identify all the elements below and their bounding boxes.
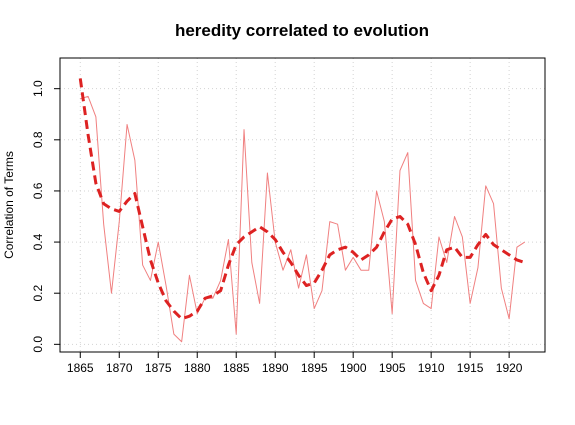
x-tick-label: 1880 xyxy=(184,361,211,375)
raw-series-line xyxy=(80,95,526,343)
x-axis: 1865 1870 1875 1880 1885 1890 1895 1900 1905 1910… xyxy=(67,351,523,375)
x-tick-label: 1920 xyxy=(496,361,523,375)
x-tick-label: 1905 xyxy=(379,361,406,375)
y-tick-label: 0.6 xyxy=(31,182,45,199)
x-tick-label: 1875 xyxy=(145,361,172,375)
x-tick-label: 1890 xyxy=(262,361,289,375)
y-tick-label: 1.0 xyxy=(31,80,45,97)
plot-frame xyxy=(59,57,546,353)
x-tick-label: 1895 xyxy=(301,361,328,375)
series-layer xyxy=(78,78,526,343)
x-tick-label: 1870 xyxy=(106,361,133,375)
y-tick-label: 0.2 xyxy=(31,285,45,302)
smoothed-series-line xyxy=(78,78,526,321)
x-tick-label: 1885 xyxy=(223,361,250,375)
y-axis-label: Correlation of Terms xyxy=(2,151,16,259)
y-tick-label: 0.4 xyxy=(31,233,45,250)
x-tick-label: 1900 xyxy=(340,361,367,375)
x-tick-label: 1910 xyxy=(418,361,445,375)
y-tick-label: 0.0 xyxy=(31,336,45,353)
x-tick-label: 1865 xyxy=(67,361,94,375)
chart-title: heredity correlated to evolution xyxy=(175,21,429,40)
y-axis: 0.0 0.2 0.4 0.6 0.8 1.0 xyxy=(31,80,61,353)
y-tick-label: 0.8 xyxy=(31,131,45,148)
grid xyxy=(60,58,545,352)
x-tick-label: 1915 xyxy=(457,361,484,375)
